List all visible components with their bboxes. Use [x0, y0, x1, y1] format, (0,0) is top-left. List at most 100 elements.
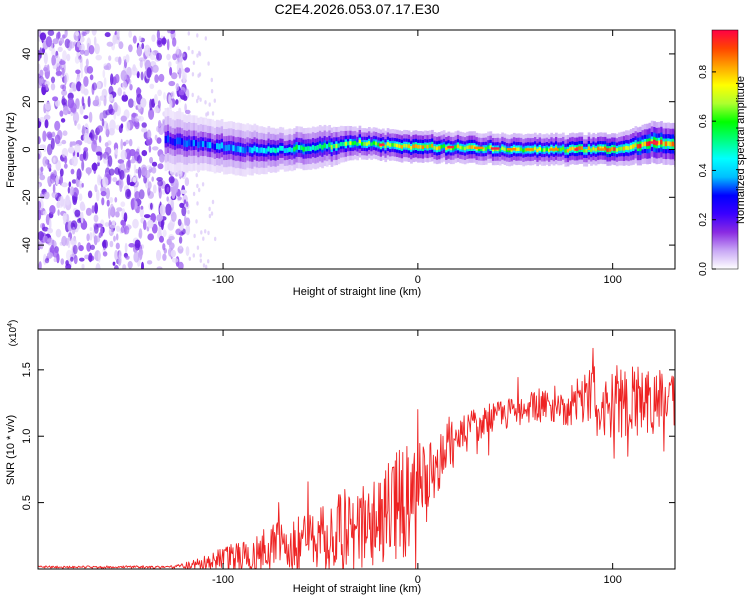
noise-speckle: [156, 266, 163, 269]
noise-speckle: [64, 195, 71, 206]
noise-speckle: [53, 157, 56, 163]
signal-cell: [636, 144, 640, 149]
noise-speckle: [125, 255, 130, 260]
noise-speckle: [103, 77, 107, 88]
signal-cell: [342, 142, 345, 147]
signal-cell: [396, 143, 399, 148]
noise-speckle: [160, 219, 164, 231]
signal-cell: [632, 144, 635, 149]
noise-speckle: [115, 225, 121, 232]
noise-speckle: [72, 111, 80, 124]
noise-speckle: [44, 102, 52, 111]
spectrogram-y-tick-label: -40: [21, 237, 33, 253]
signal-cell: [339, 142, 343, 147]
noise-speckle: [166, 38, 170, 51]
signal-cell: [192, 139, 196, 147]
noise-speckle: [136, 71, 140, 79]
noise-speckle: [86, 66, 94, 74]
noise-speckle: [146, 129, 152, 140]
noise-speckle: [185, 217, 191, 226]
signal-cell: [545, 147, 549, 151]
noise-speckle: [79, 201, 85, 211]
noise-speckle: [177, 56, 183, 64]
noise-speckle: [80, 49, 85, 55]
noise-speckle: [179, 245, 183, 250]
noise-speckle: [112, 34, 117, 45]
noise-speckle: [57, 46, 63, 53]
noise-speckle: [140, 97, 147, 108]
noise-speckle: [187, 209, 190, 215]
signal-cell: [438, 146, 441, 150]
noise-speckle: [184, 103, 187, 112]
noise-speckle: [78, 193, 83, 201]
spectrogram-heatmap: [38, 30, 675, 269]
signal-cell: [167, 135, 170, 143]
noise-speckle: [95, 54, 102, 61]
noise-speckle: [61, 67, 65, 77]
signal-cell: [255, 146, 259, 153]
noise-speckle: [65, 237, 69, 246]
signal-cell: [585, 149, 589, 153]
noise-speckle: [73, 254, 78, 265]
signal-cell: [569, 147, 572, 151]
signal-cell: [311, 145, 315, 150]
noise-speckle: [70, 102, 77, 113]
signal-cell: [384, 144, 388, 149]
signal-cell: [223, 145, 226, 152]
noise-speckle: [95, 235, 101, 243]
noise-speckle: [156, 52, 162, 61]
noise-speckle: [93, 223, 99, 234]
noise-speckle: [107, 155, 113, 167]
signal-cell: [178, 137, 182, 145]
signal-cell: [428, 144, 432, 148]
noise-speckle: [172, 53, 178, 61]
noise-speckle: [211, 199, 215, 205]
noise-speckle: [115, 233, 119, 241]
signal-cell: [237, 145, 240, 152]
noise-speckle: [138, 35, 142, 42]
signal-cell: [202, 141, 205, 148]
noise-speckle: [91, 30, 97, 36]
noise-speckle: [75, 31, 79, 37]
noise-speckle: [108, 228, 112, 234]
noise-speckle: [125, 54, 130, 63]
noise-speckle: [125, 160, 131, 171]
signal-cell: [356, 142, 359, 146]
noise-speckle: [44, 119, 49, 129]
signal-cell: [419, 145, 423, 149]
signal-cell: [477, 147, 481, 151]
noise-speckle: [153, 106, 159, 114]
signal-cell: [629, 145, 633, 150]
signal-cell: [459, 145, 462, 150]
noise-speckle: [198, 72, 202, 77]
signal-cell: [564, 149, 568, 153]
signal-cell: [508, 148, 511, 153]
noise-speckle: [96, 151, 102, 156]
noise-speckle: [198, 187, 201, 193]
noise-speckle: [133, 251, 140, 263]
noise-speckle: [150, 202, 153, 210]
noise-speckle: [75, 69, 81, 75]
noise-speckle: [46, 252, 54, 259]
noise-speckle: [38, 201, 42, 210]
noise-speckle: [76, 81, 82, 92]
noise-speckle: [115, 242, 120, 250]
noise-speckle: [77, 123, 81, 130]
signal-cell: [515, 147, 518, 152]
signal-peak: [378, 143, 385, 146]
noise-speckle: [71, 82, 77, 92]
signal-cell: [604, 146, 607, 151]
signal-cell: [281, 146, 285, 151]
signal-cell: [197, 141, 200, 148]
noise-speckle: [114, 197, 118, 203]
noise-speckle: [170, 211, 177, 222]
noise-speckle: [81, 160, 85, 171]
noise-speckle: [161, 37, 167, 45]
noise-speckle: [117, 87, 122, 97]
signal-cell: [424, 144, 427, 148]
signal-cell: [571, 146, 575, 151]
noise-speckle: [44, 258, 50, 264]
noise-speckle: [74, 209, 81, 217]
noise-speckle: [147, 181, 152, 190]
